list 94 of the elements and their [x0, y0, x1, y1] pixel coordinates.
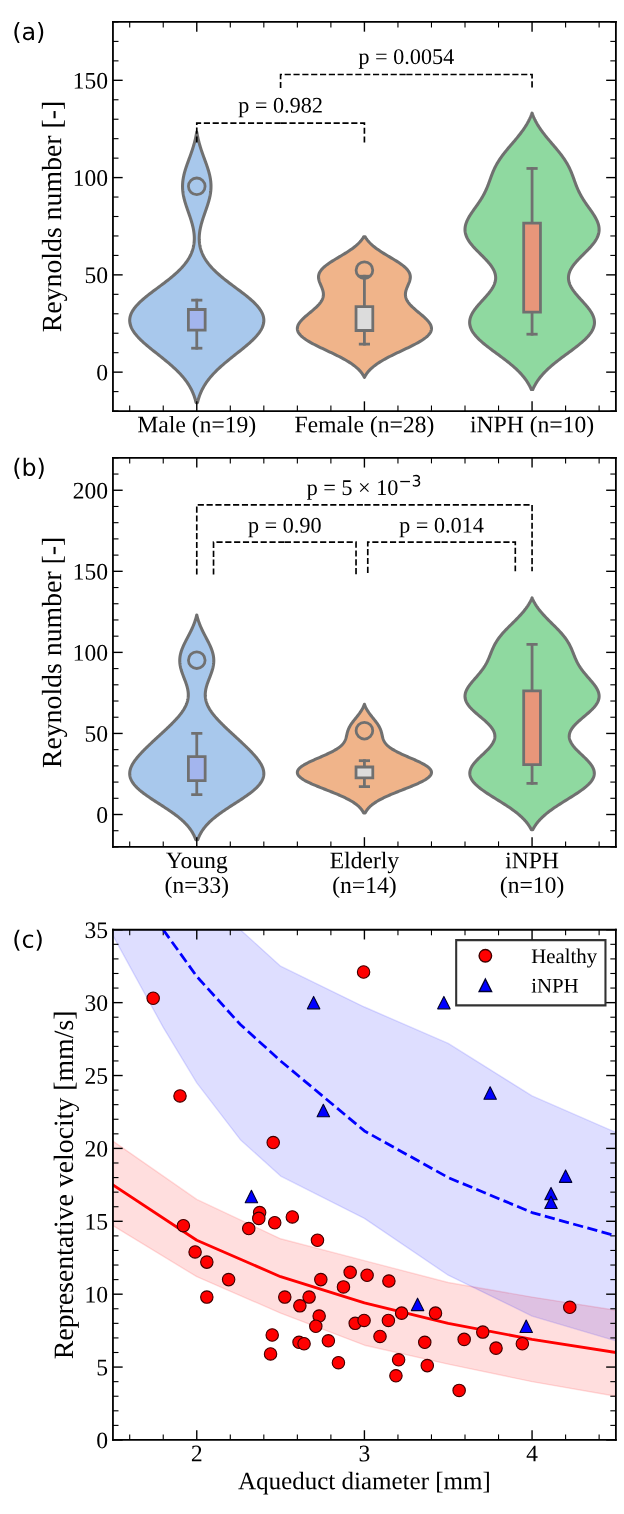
- point: [519, 1319, 533, 1334]
- point: [336, 1280, 351, 1294]
- point: [173, 1089, 187, 1103]
- point: [360, 1268, 374, 1283]
- y-tick-label: 10: [86, 1286, 108, 1303]
- point: [389, 1369, 403, 1383]
- point: [321, 1334, 336, 1348]
- x-tick-label: Elderly (n=14): [330, 851, 400, 898]
- x-tick-label: Female (n=28): [295, 415, 434, 438]
- y-tick-label: 0: [97, 364, 108, 381]
- chart-title: (c): [14, 929, 42, 951]
- point: [176, 1218, 191, 1233]
- point: [252, 1211, 266, 1226]
- point: [200, 1255, 214, 1269]
- point: [373, 1329, 387, 1344]
- point: [278, 1290, 292, 1304]
- point: [356, 965, 371, 979]
- point: [306, 995, 321, 1010]
- chart-title: (a): [14, 21, 44, 44]
- point: [381, 1313, 396, 1328]
- y-tick-label: 0: [97, 807, 108, 823]
- point: [188, 1245, 202, 1259]
- y-tick-label: 200: [73, 482, 108, 499]
- y-tick-label: 30: [85, 995, 108, 1012]
- point: [420, 1358, 435, 1373]
- point: [263, 1347, 278, 1361]
- point: [331, 1355, 346, 1370]
- y-tick-label: 20: [85, 1140, 108, 1157]
- point: [200, 1290, 214, 1304]
- point: [265, 1328, 279, 1342]
- point: [302, 1290, 316, 1304]
- annotation: p = 0.0054: [358, 49, 454, 69]
- x-tick-label: 2: [191, 1445, 202, 1462]
- point: [285, 1210, 300, 1224]
- point: [489, 1341, 503, 1355]
- annotation: p = 0.90: [248, 517, 321, 538]
- y-tick-label: 150: [74, 563, 108, 580]
- y-tick-label: 150: [74, 72, 108, 89]
- y-tick-label: 15: [86, 1213, 108, 1230]
- y-tick-label: 50: [85, 267, 108, 284]
- point: [312, 1309, 326, 1323]
- point: [544, 1195, 558, 1210]
- point: [457, 1332, 471, 1347]
- y-tick-label: 100: [74, 170, 108, 187]
- point: [437, 995, 451, 1010]
- point: [309, 1319, 323, 1334]
- x-tick-label: Male (n=19): [138, 415, 256, 438]
- point: [297, 1336, 311, 1351]
- x-tick-label: 3: [359, 1445, 370, 1462]
- point: [244, 1189, 259, 1204]
- point: [146, 991, 160, 1006]
- point: [410, 1297, 425, 1312]
- x-axis-title: Aqueduct diameter [mm]: [238, 1471, 489, 1495]
- point: [558, 1169, 573, 1183]
- legend-label: Healthy: [531, 948, 598, 968]
- point: [266, 1135, 280, 1150]
- point: [452, 1383, 466, 1398]
- point: [563, 1300, 577, 1315]
- y-tick-label: 5: [97, 1359, 108, 1376]
- x-tick-label: 4: [526, 1445, 538, 1462]
- annotation: p = 5 × 10$^{−3}$: [307, 474, 421, 500]
- annotation: p = 0.014: [399, 517, 484, 538]
- point: [343, 1265, 357, 1280]
- point: [382, 1274, 396, 1288]
- y-axis-title: Representative velocity [mm/s]: [53, 1012, 79, 1359]
- legend-label: iNPH: [531, 978, 579, 993]
- point: [316, 1103, 331, 1118]
- chart-title: (b): [14, 457, 44, 479]
- point: [267, 1215, 282, 1230]
- point: [310, 1233, 325, 1248]
- point: [394, 1306, 409, 1320]
- point: [241, 1221, 256, 1236]
- x-tick-label: Young (n=33): [165, 852, 228, 898]
- point: [418, 1335, 432, 1350]
- point: [357, 1313, 371, 1328]
- point: [293, 1299, 307, 1313]
- annotation: p = 0.982: [238, 97, 322, 118]
- point: [221, 1272, 236, 1287]
- x-tick-label: iNPH (n=10): [470, 415, 594, 438]
- point: [476, 1325, 490, 1339]
- point: [483, 1086, 497, 1100]
- point: [515, 1336, 530, 1351]
- y-axis-title: Reynolds number [-]: [41, 102, 68, 332]
- x-tick-label: iNPH (n=10): [500, 852, 564, 898]
- point: [428, 1306, 443, 1320]
- point: [314, 1272, 328, 1287]
- line-series: [112, 1183, 616, 1354]
- point: [391, 1353, 406, 1367]
- y-tick-label: 25: [85, 1068, 108, 1084]
- y-tick-label: 35: [85, 922, 108, 939]
- y-tick-label: 100: [74, 644, 108, 661]
- y-tick-label: 50: [85, 725, 108, 742]
- y-axis-title: Reynolds number [-]: [41, 538, 68, 768]
- y-tick-label: 0: [97, 1432, 108, 1449]
